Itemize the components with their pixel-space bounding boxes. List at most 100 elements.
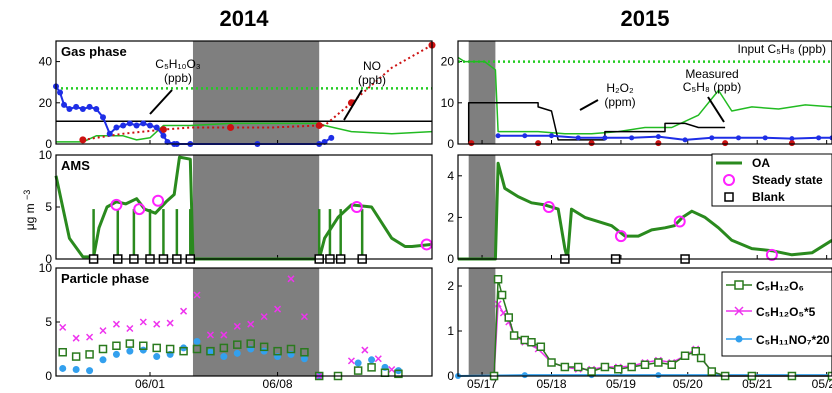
annotation-no: NO [363,59,381,73]
c5h12o6-point [504,313,514,322]
annotation-c5h10o3: C₅H₁₀O₃ [155,57,201,71]
gray-region [192,268,320,376]
arrow-c5h10o3 [149,89,173,115]
legend-steady-label: Steady state [752,173,823,187]
no-point [788,140,795,147]
c5h12o6-point [560,362,570,372]
c5h12o6-point [680,351,690,360]
c5h10o3-point [140,120,147,127]
c5h10o3-point [61,101,68,108]
c5h10o3-point [328,134,335,141]
steady-state-marker [133,203,146,216]
steady-state-marker [614,230,627,243]
c5h12o6-point [509,331,519,340]
c5h12o6-point [394,369,403,379]
c5h10o3-point [549,133,554,139]
c5h12o6-point [614,365,623,374]
c5h11no7-point [193,337,201,345]
c5h12o5-point [300,313,308,321]
annotation-input-c5h8: Input C₅H₈ (ppb) [737,42,826,56]
c5h12o6-point [125,339,135,348]
c5h12o6-point [246,339,255,348]
y-tick-label: 10 [39,148,53,162]
gray-region [192,41,320,144]
c5h12o6-point [497,290,507,300]
c5h11no7-point [139,346,147,354]
no-point [227,124,235,132]
legend-c5h11no7-swatch [735,335,743,343]
no-point [79,136,87,144]
c5h10o3-point [762,135,768,141]
x-tick-label: 05/20 [673,377,703,391]
y-tick-label: 10 [441,96,455,110]
y-tick-label: 0 [45,252,52,266]
c5h12o5-point [287,275,295,283]
c5h10o3-point [522,133,528,139]
c5h12o6-point [233,340,242,349]
legend-blank-swatch [724,192,734,202]
x-tick-label: 05/22 [812,377,832,391]
c5h12o6-point [273,346,282,356]
no-point [468,140,475,147]
c5h12o5-point [388,365,396,374]
y-tick-label: 0 [447,252,454,266]
panel-frame [55,154,433,260]
legend-blank-label: Blank [752,190,785,204]
legend-oa-label: OA [752,156,770,170]
c5h11no7-point [368,356,376,364]
c5h12o5-point [260,313,268,321]
c5h10o3-point [655,134,661,140]
series-c5h10o3-2015 [498,134,832,141]
x-tick-label: 05/19 [606,377,636,391]
c5h12o5-point [206,331,214,339]
year-title-2015: 2015 [621,6,670,31]
steady-state-marker [765,248,778,261]
no-point [588,140,595,147]
c5h12o6-point [259,342,269,352]
arrow-measured [707,96,725,123]
c5h12o5-point [247,320,255,328]
c5h12o5-point [494,300,502,308]
c5h12o6-point [139,341,148,351]
c5h12o5-point [347,357,355,365]
c5h12o6-point [152,343,161,353]
x-tick-label: 06/01 [135,377,165,391]
x-tick-label: 05/18 [536,377,566,391]
legend-c5h11no7-label: C₅H₁₁NO₇*20 [756,333,830,347]
c5h10o3-point [86,103,93,110]
c5h12o5-point [126,324,134,333]
c5h10o3-point [120,122,127,129]
c5h12o6-point [696,353,706,363]
panel-frame [457,267,832,377]
year-title-2014: 2014 [220,6,270,31]
c5h12o6-point [58,347,67,357]
panel-frame [457,40,832,145]
c5h12o6-point [707,367,717,376]
series-oa-2014 [54,155,433,261]
steady-state-marker [673,215,686,228]
c5h12o6-point [627,362,636,372]
c5h12o6-point [112,341,121,351]
y-tick-label: 0 [447,137,454,151]
series-measured-c5h8-2014 [56,122,433,143]
x-tick-label: 05/17 [467,377,497,391]
c5h10o3-point [66,105,73,112]
c5h11no7-point [300,355,308,363]
steady-state-marker [350,201,363,213]
c5h12o5-point [274,305,282,313]
c5h12o6-point [98,344,108,354]
c5h11no7-point [655,372,662,379]
c5h12o6-point [300,347,309,357]
c5h12o6-point [179,346,188,356]
c5h12o6-point [600,362,610,372]
legend-c5h12o6-swatch [734,280,744,290]
c5h11no7-point [126,347,134,355]
c5h10o3-point [682,137,688,143]
no-point [655,140,662,147]
y-tick-label: 0 [447,369,454,383]
c5h12o6-point [165,344,175,354]
x-tick-label: 05/21 [742,377,772,391]
c5h12o6-point [536,342,546,351]
annotation-h2o2: H₂O₂ [606,81,634,95]
